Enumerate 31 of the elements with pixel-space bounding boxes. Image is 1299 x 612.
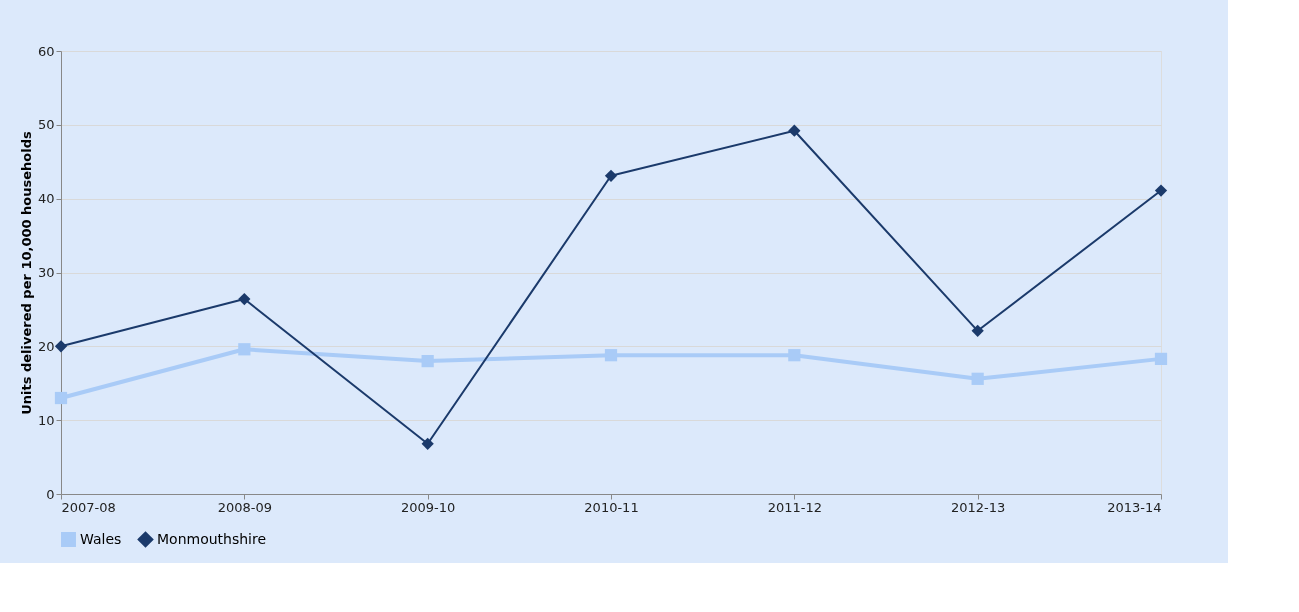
x-tick-label: 2011-12	[767, 499, 822, 515]
x-tick-label: 2010-11	[584, 499, 639, 515]
point	[238, 343, 251, 356]
x-tick-label: 2012-13	[951, 499, 1006, 515]
y-tick-label: 40	[37, 191, 55, 207]
point	[421, 354, 434, 368]
point	[604, 349, 618, 362]
legend-label: Wales	[80, 530, 122, 547]
point	[604, 169, 618, 182]
y-tick-label: 30	[37, 265, 55, 280]
point	[971, 324, 984, 337]
legend-label: Monmouthshire	[157, 530, 267, 547]
point	[788, 349, 801, 362]
point	[54, 391, 68, 405]
x-tick-label: 2007-08	[61, 499, 116, 515]
y-tick-label: 0	[46, 486, 55, 502]
point	[788, 124, 801, 137]
point	[421, 437, 434, 450]
point	[1154, 352, 1168, 366]
x-tick-label: 2008-09	[217, 499, 272, 515]
x-tick-label: 2009-10	[401, 499, 456, 515]
point	[1154, 184, 1168, 197]
y-tick-label: 50	[37, 117, 55, 133]
point	[971, 372, 984, 385]
x-tick-label: 2013-14	[1107, 499, 1162, 515]
y-tick-label: 60	[37, 43, 55, 59]
y-axis-title: Units delivered per 10,000 households	[18, 130, 34, 415]
point	[54, 340, 68, 353]
y-tick-label: 10	[37, 412, 55, 428]
point	[238, 292, 251, 306]
y-tick-label: 20	[37, 338, 55, 354]
